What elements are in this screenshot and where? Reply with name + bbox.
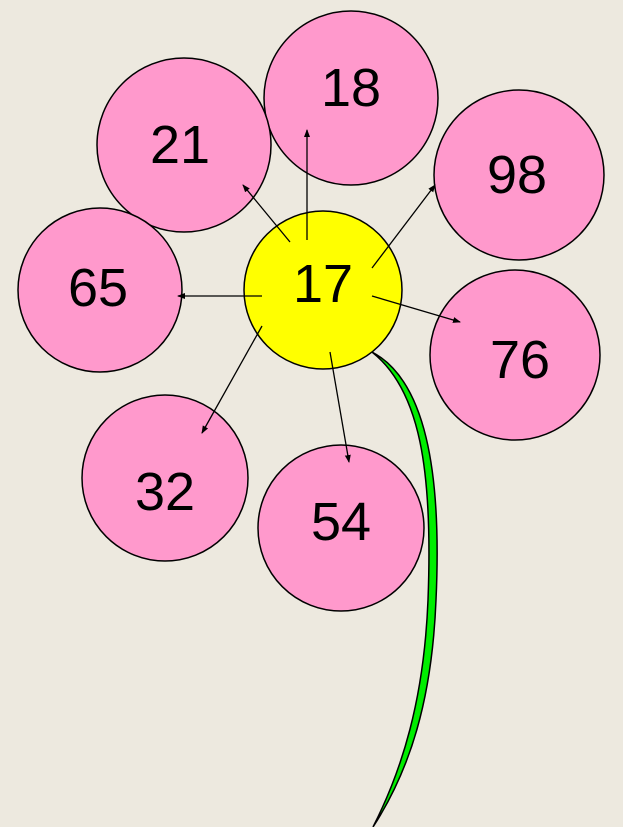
node-label: 76 [490,330,550,390]
petal: 21 [97,58,271,232]
node-label: 65 [68,258,128,318]
center: 17 [244,211,402,369]
flower-diagram: 18 21 98 65 76 32 54 17 [0,0,623,827]
petal: 54 [258,445,424,611]
node-label: 54 [311,492,371,552]
node-label: 98 [487,145,547,205]
petal: 98 [434,90,604,260]
node-label: 18 [321,58,381,118]
node-label: 17 [293,254,353,314]
petal: 18 [264,11,438,185]
petal: 76 [430,270,600,440]
petal: 32 [82,395,248,561]
petal: 65 [18,208,182,372]
node-label: 32 [135,462,195,522]
node-label: 21 [150,115,210,175]
